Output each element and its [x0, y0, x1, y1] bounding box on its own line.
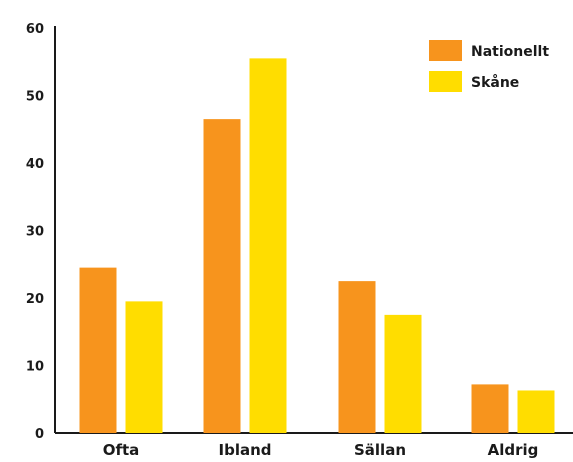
y-tick-label: 40 — [26, 157, 44, 172]
y-tick-label: 60 — [26, 22, 44, 37]
legend-swatch — [429, 40, 462, 61]
bars — [79, 58, 555, 433]
bar-sk-ne-ibland — [249, 58, 287, 433]
x-tick-label: Aldrig — [488, 441, 539, 459]
y-tick-label: 50 — [26, 90, 44, 105]
bar-nationellt-s-llan — [338, 281, 376, 433]
y-tick-label: 0 — [35, 427, 44, 442]
bar-nationellt-aldrig — [471, 384, 509, 433]
bar-sk-ne-s-llan — [384, 314, 422, 433]
legend-label: Skåne — [471, 74, 519, 91]
y-axis: 0 10 20 30 40 50 60 — [26, 22, 56, 442]
bar-sk-ne-ofta — [125, 301, 163, 433]
x-axis: Ofta Ibland Sällan Aldrig — [55, 432, 573, 459]
x-tick-label: Ibland — [219, 441, 272, 459]
bar-nationellt-ibland — [203, 119, 241, 433]
legend-swatch — [429, 71, 462, 92]
bar-sk-ne-aldrig — [517, 390, 555, 433]
legend-label: Nationellt — [471, 44, 549, 60]
y-tick-label: 10 — [26, 360, 44, 375]
y-tick-label: 30 — [26, 225, 44, 240]
x-tick-label: Ofta — [103, 441, 140, 459]
y-tick-label: 20 — [26, 292, 44, 307]
x-tick-label: Sällan — [354, 441, 406, 459]
bar-nationellt-ofta — [79, 267, 117, 433]
legend: Nationellt Skåne — [429, 40, 549, 92]
